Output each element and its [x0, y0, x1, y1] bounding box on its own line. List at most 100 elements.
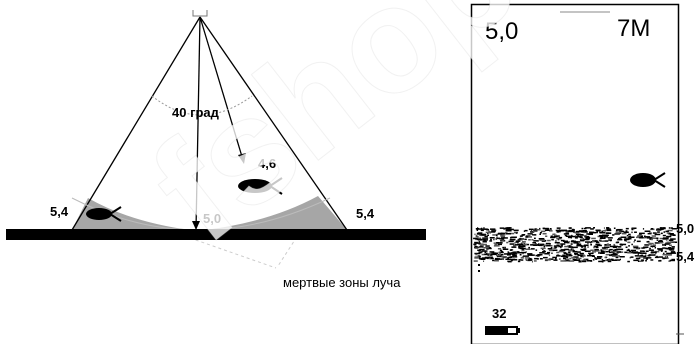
- echo-speck: [639, 237, 644, 239]
- echo-speck: [583, 244, 589, 246]
- echo-speck: [666, 232, 671, 234]
- echo-speck: [542, 227, 549, 230]
- echo-speck: [652, 244, 656, 246]
- echo-speck: [539, 258, 543, 260]
- echo-speck: [666, 257, 669, 259]
- echo-speck: [539, 231, 542, 234]
- echo-speck: [660, 250, 663, 252]
- echo-speck: [567, 236, 572, 239]
- echo-speck: [631, 227, 637, 229]
- echo-speck: [624, 231, 629, 233]
- beam-edge-right: [199, 16, 348, 231]
- echo-speck: [478, 242, 481, 244]
- echo-speck: [479, 248, 485, 251]
- echo-speck: [474, 257, 480, 259]
- echo-speck: [585, 237, 589, 240]
- echo-speck: [599, 234, 605, 237]
- echo-speck: [497, 258, 500, 260]
- echo-speck: [573, 256, 579, 258]
- echo-speck: [620, 243, 627, 246]
- echo-speck: [568, 241, 570, 243]
- echo-speck: [609, 239, 612, 242]
- echo-speck: [494, 257, 498, 260]
- echo-speck: [545, 259, 551, 261]
- echo-speck: [521, 251, 527, 254]
- echo-speck: [627, 248, 630, 251]
- echo-speck: [602, 234, 606, 236]
- echo-speck: [644, 230, 651, 232]
- echo-speck: [532, 242, 536, 244]
- echo-speck: [554, 234, 557, 237]
- echo-speck: [483, 239, 486, 241]
- echo-speck: [496, 233, 500, 235]
- echo-speck: [568, 254, 573, 257]
- echo-speck: [513, 229, 519, 232]
- echo-speck: [634, 231, 637, 233]
- echo-speck: [561, 244, 563, 246]
- echo-speck: [583, 231, 585, 234]
- echo-speck: [601, 261, 604, 263]
- echo-speck: [530, 231, 535, 233]
- echo-speck: [565, 230, 569, 232]
- echo-speck: [562, 240, 568, 242]
- echo-speck: [543, 256, 548, 259]
- echo-speck: [625, 240, 627, 242]
- echo-speck: [480, 229, 484, 232]
- echo-speck: [606, 227, 610, 229]
- echo-speck: [664, 244, 667, 246]
- echo-speck: [549, 228, 552, 230]
- echo-speck: [527, 253, 533, 255]
- echo-speck: [497, 237, 501, 240]
- echo-speck: [523, 230, 526, 232]
- echo-speck: [504, 232, 508, 234]
- echo-speck: [664, 255, 667, 258]
- echo-speck: [598, 260, 604, 263]
- echo-speck: [538, 243, 540, 245]
- echo-speck: [645, 260, 647, 262]
- echo-speck: [541, 240, 546, 242]
- echo-speck: [651, 237, 657, 239]
- echo-speck: [659, 259, 662, 262]
- echo-speck: [545, 244, 551, 247]
- echo-speck: [574, 237, 578, 239]
- echo-speck: [620, 244, 623, 246]
- echo-speck: [613, 245, 618, 248]
- echo-speck: [525, 258, 528, 261]
- echo-speck: [519, 244, 526, 246]
- echo-speck: [599, 237, 606, 239]
- echo-speck: [643, 246, 649, 248]
- echo-speck: [566, 235, 571, 237]
- fish-arrowhead: [238, 153, 246, 164]
- echo-speck: [662, 234, 666, 237]
- echo-speck: [627, 237, 632, 239]
- echo-speck: [521, 238, 523, 241]
- echo-speck: [667, 229, 673, 232]
- echo-speck: [498, 251, 501, 253]
- echo-speck: [662, 237, 665, 240]
- echo-speck: [575, 257, 582, 260]
- echo-speck: [490, 238, 492, 241]
- echo-speck: [564, 248, 570, 251]
- echo-speck: [650, 245, 656, 247]
- echo-speck: [515, 232, 518, 234]
- echo-speck: [659, 228, 664, 230]
- echo-speck: [481, 228, 487, 230]
- echo-speck: [576, 253, 579, 256]
- echo-speck: [499, 249, 503, 252]
- echo-speck: [519, 247, 526, 250]
- echo-speck: [639, 247, 641, 249]
- echo-speck: [555, 257, 557, 260]
- echo-speck: [611, 259, 617, 261]
- echo-speck: [668, 248, 673, 251]
- echo-speck: [641, 259, 645, 261]
- echo-speck: [521, 259, 524, 261]
- fish-icon: [238, 177, 283, 195]
- echo-speck: [500, 234, 504, 237]
- echo-speck: [662, 227, 666, 230]
- echo-speck: [606, 259, 609, 261]
- echo-speck: [580, 255, 583, 258]
- echo-speck: [493, 245, 500, 247]
- echo-speck: [484, 251, 487, 254]
- echo-speck: [600, 236, 604, 238]
- echo-speck: [627, 252, 632, 254]
